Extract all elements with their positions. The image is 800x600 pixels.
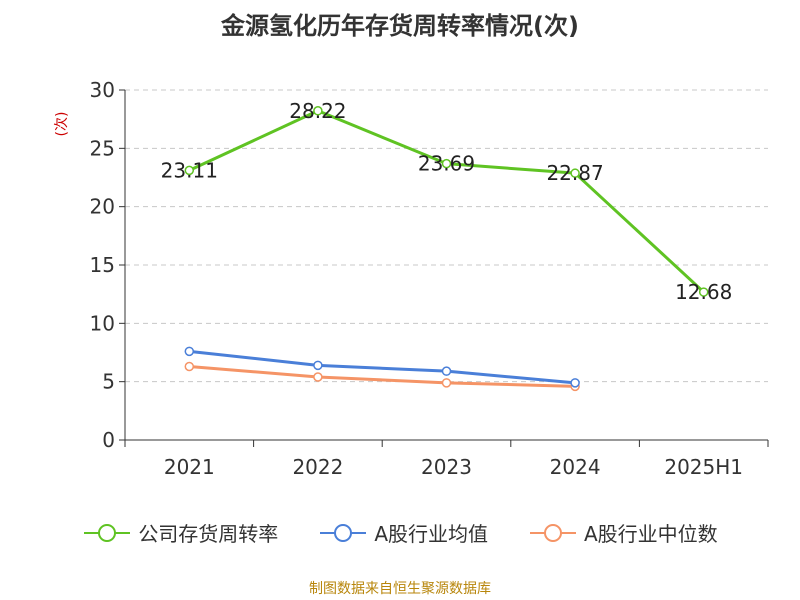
data-label: 22.87 xyxy=(546,161,603,185)
data-point xyxy=(441,158,452,169)
y-tick-label: 20 xyxy=(90,195,115,219)
legend-label: A股行业均值 xyxy=(374,522,488,546)
y-tick-label: 25 xyxy=(90,136,115,160)
y-tick-label: 5 xyxy=(102,370,115,394)
series-line xyxy=(188,109,705,294)
data-label: 28.22 xyxy=(289,99,346,123)
legend-swatch-icon xyxy=(530,523,576,542)
x-tick-label: 2025H1 xyxy=(664,455,743,479)
legend-swatch-icon xyxy=(320,523,367,542)
data-point xyxy=(184,165,195,176)
data-point xyxy=(313,106,323,116)
series-line xyxy=(189,349,576,385)
data-label: 12.68 xyxy=(675,280,732,304)
y-tick-label: 15 xyxy=(90,253,115,277)
data-point xyxy=(570,168,580,178)
data-point xyxy=(441,378,452,388)
legend-label: A股行业中位数 xyxy=(584,522,718,546)
x-tick-label: 2021 xyxy=(164,455,215,479)
data-source-note: 制图数据来自恒生聚源数据库 xyxy=(309,581,491,597)
x-tick-label: 2024 xyxy=(550,455,601,479)
data-point xyxy=(441,366,452,376)
y-axis-label: (次) xyxy=(54,112,70,137)
legend-item-company[interactable]: 公司存货周转率 xyxy=(82,518,278,547)
data-label: 23.69 xyxy=(418,152,475,176)
y-tick-label: 0 xyxy=(102,428,115,452)
data-point xyxy=(570,378,580,388)
x-tick-label: 2023 xyxy=(421,455,472,479)
data-point xyxy=(184,346,195,357)
chart-title: 金源氢化历年存货周转率情况(次) xyxy=(221,12,579,40)
x-tick-label: 2022 xyxy=(292,455,343,479)
data-point xyxy=(313,372,323,382)
data-point xyxy=(313,360,323,371)
y-tick-label: 10 xyxy=(90,311,115,335)
data-label: 23.11 xyxy=(161,158,218,182)
data-point xyxy=(698,287,709,297)
legend: 公司存货周转率 A股行业均值 A股行业中位数 xyxy=(0,518,800,547)
data-point xyxy=(184,361,195,372)
legend-swatch-icon xyxy=(84,523,131,542)
y-tick-label: 30 xyxy=(90,78,115,102)
legend-label: 公司存货周转率 xyxy=(138,522,279,546)
legend-item-industry-mean[interactable]: A股行业均值 xyxy=(318,518,488,547)
series-line xyxy=(189,365,576,388)
legend-item-industry-median[interactable]: A股行业中位数 xyxy=(528,518,718,547)
